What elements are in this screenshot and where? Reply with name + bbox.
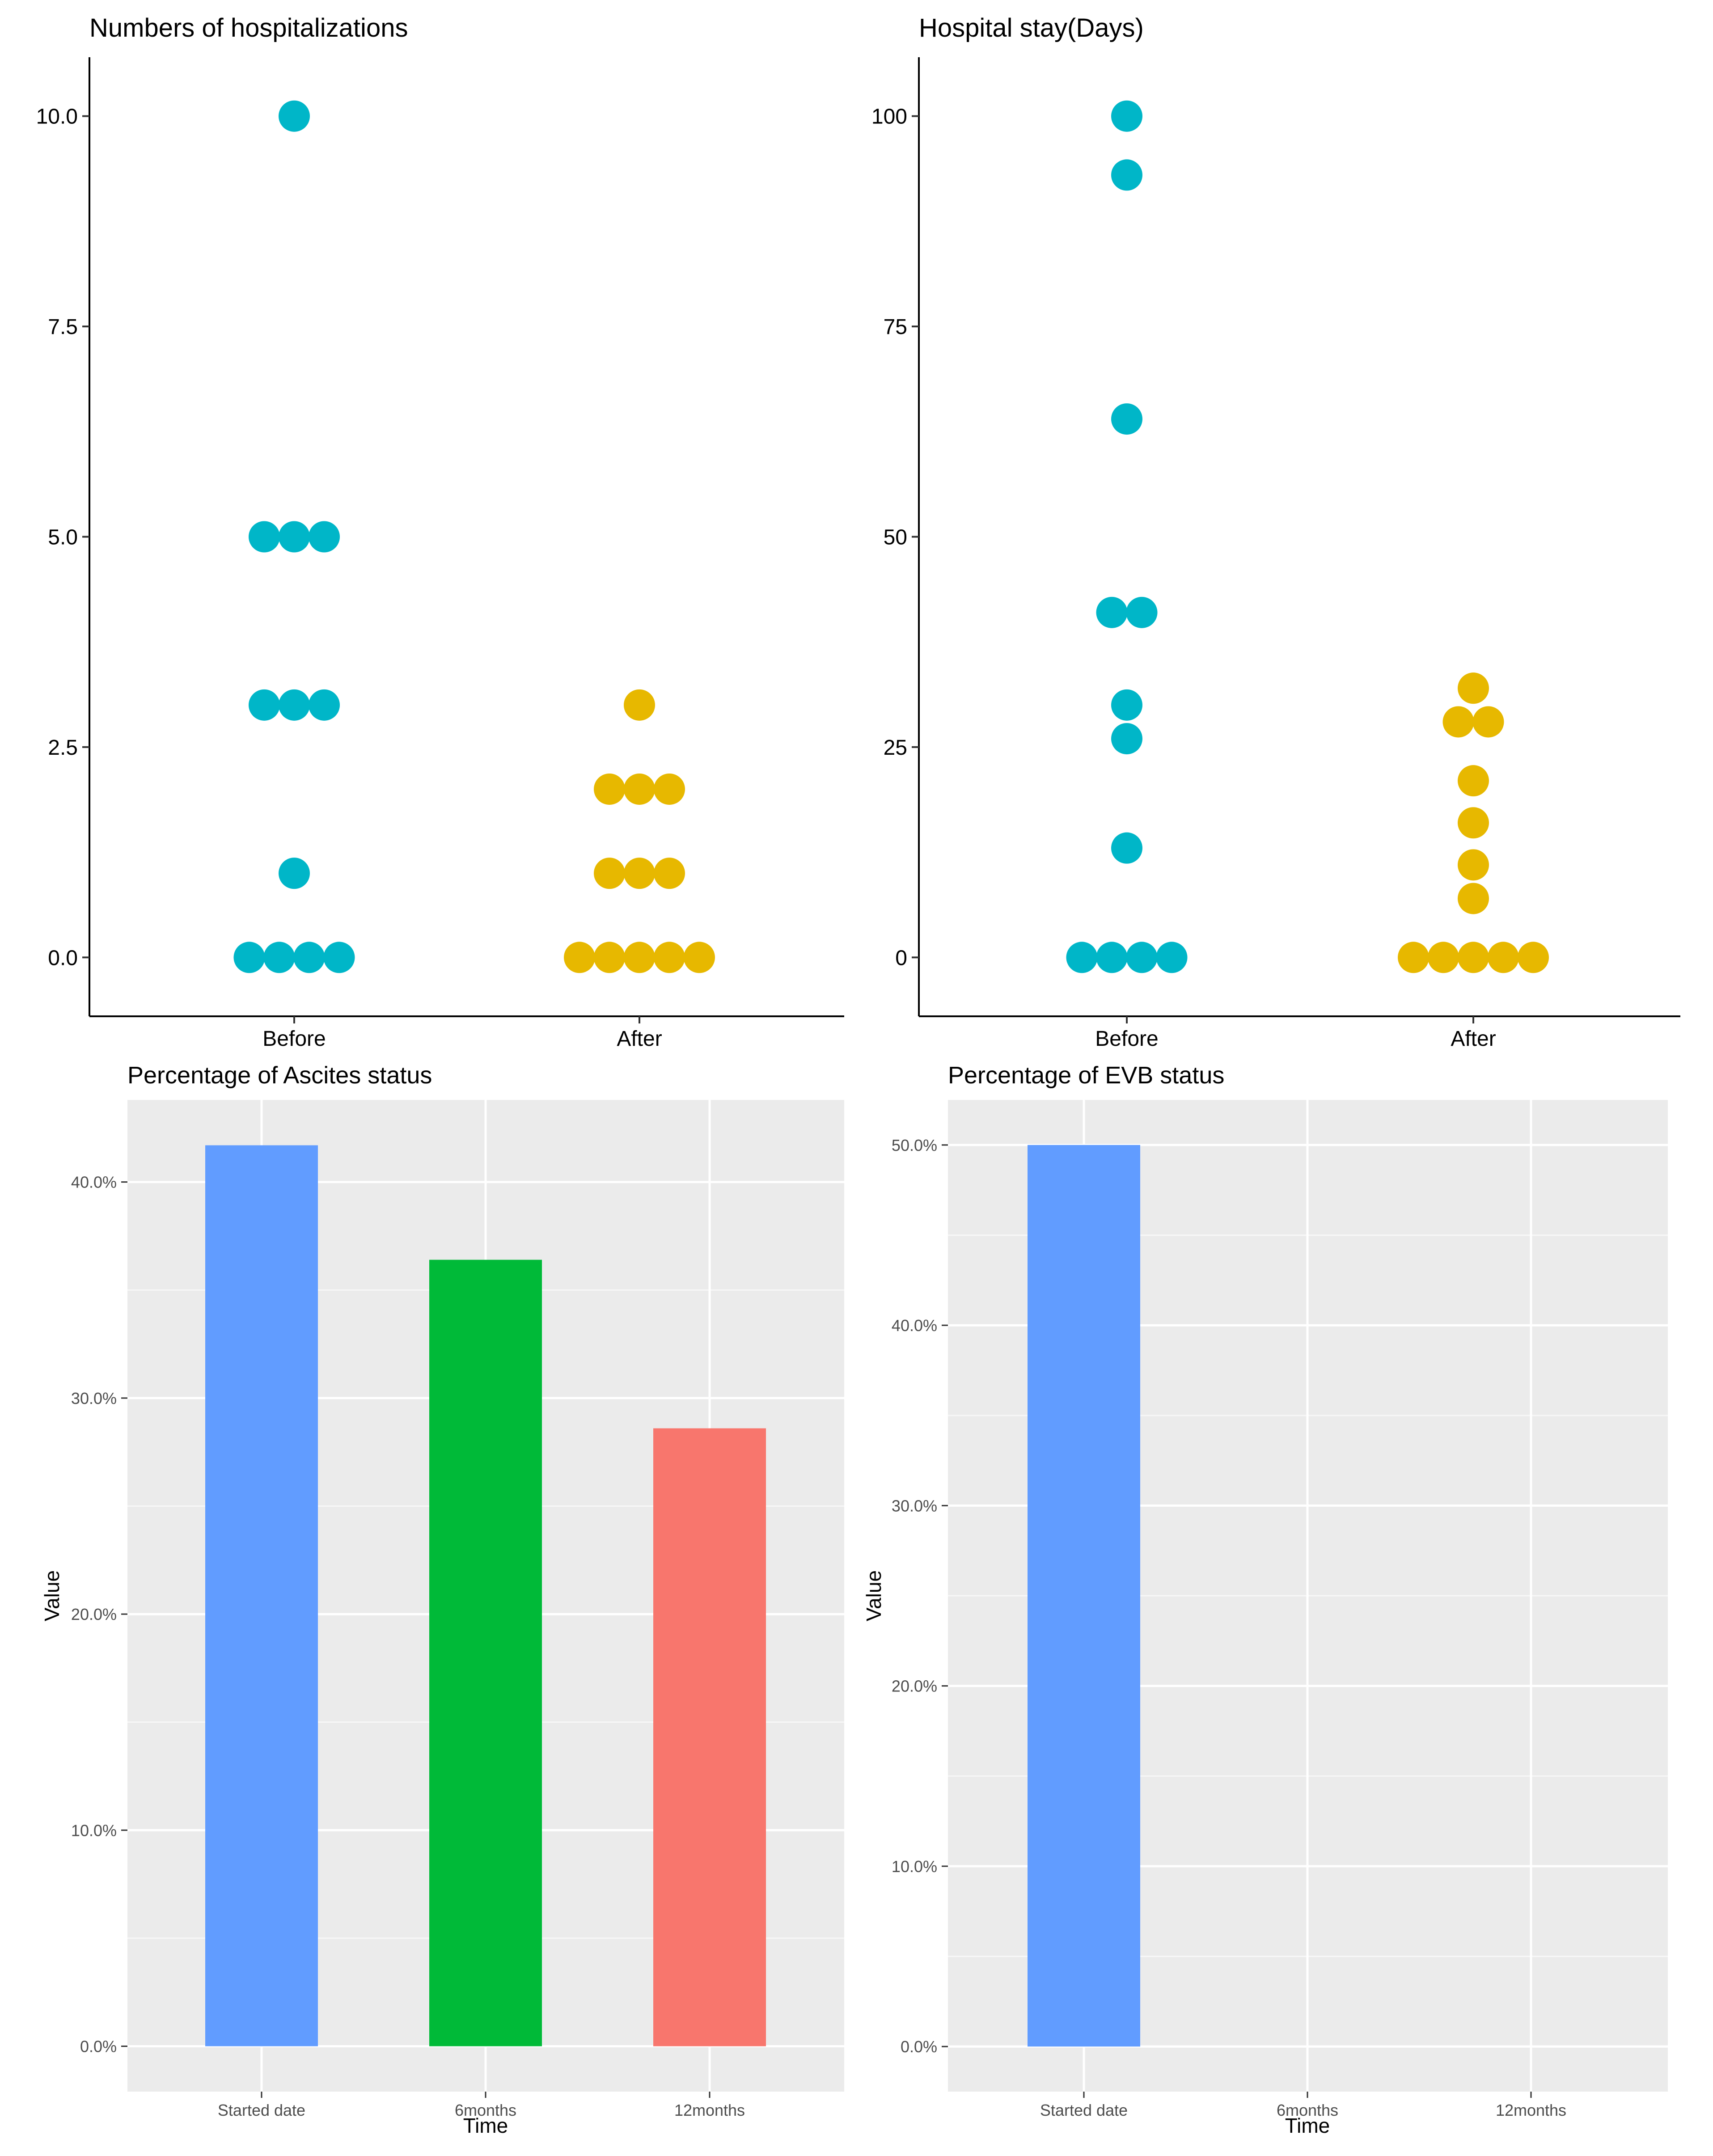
ascites-bar-panel: Percentage of Ascites status 0.0% 10.0% 20… — [40, 1062, 844, 2137]
data-point — [1398, 942, 1429, 973]
data-point — [1111, 723, 1142, 755]
y-tick-label: 75 — [884, 315, 907, 339]
data-point — [249, 689, 280, 721]
y-tick-label: 30.0% — [71, 1389, 117, 1408]
y-tick-label: 0.0 — [48, 946, 78, 970]
x-tick-label: Started date — [218, 2101, 305, 2119]
data-point — [1111, 403, 1142, 435]
y-axis-label: Value — [862, 1570, 885, 1621]
data-point — [279, 521, 310, 553]
y-tick-label: 40.0% — [892, 1316, 937, 1335]
data-point — [279, 689, 310, 721]
x-tick-label: After — [617, 1027, 662, 1051]
y-tick-label: 0.0% — [80, 2038, 117, 2056]
y-tick-label: 7.5 — [48, 315, 78, 339]
y-tick-label: 20.0% — [892, 1677, 937, 1695]
y-tick-label: 30.0% — [892, 1497, 937, 1515]
data-point — [249, 521, 280, 553]
data-point — [1472, 706, 1504, 738]
data-point — [594, 773, 625, 805]
y-tick-label: 20.0% — [71, 1605, 117, 1623]
data-point — [1126, 596, 1158, 628]
data-point — [309, 521, 340, 553]
data-point — [1458, 849, 1489, 881]
data-point — [654, 942, 685, 973]
data-point — [293, 942, 325, 973]
data-point — [1428, 942, 1459, 973]
data-point — [1126, 942, 1158, 973]
y-tick-label: 0 — [895, 946, 907, 970]
data-point — [1458, 672, 1489, 704]
y-tick-label: 5.0 — [48, 526, 78, 550]
x-tick-label: After — [1451, 1027, 1496, 1051]
y-tick-label: 2.5 — [48, 736, 78, 760]
data-point — [684, 942, 715, 973]
y-axis-label: Value — [40, 1570, 63, 1621]
data-point — [624, 773, 655, 805]
y-tick-label: 100 — [871, 105, 907, 129]
data-point — [1096, 596, 1128, 628]
y-tick-label: 50 — [884, 526, 907, 550]
y-tick-label: 25 — [884, 736, 907, 760]
x-axis-label: Time — [1285, 2114, 1330, 2137]
data-point — [1111, 100, 1142, 132]
x-tick-label: Before — [1095, 1027, 1158, 1051]
chart-title: Percentage of Ascites status — [127, 1062, 432, 1089]
x-axis-label: Time — [463, 2114, 508, 2137]
y-tick-label: 40.0% — [71, 1173, 117, 1192]
data-point — [654, 858, 685, 889]
x-tick-label: 12months — [674, 2101, 745, 2119]
bar — [205, 1145, 318, 2046]
data-point — [1458, 807, 1489, 839]
chart-title: Percentage of EVB status — [948, 1062, 1224, 1089]
chart-title: Numbers of hospitalizations — [89, 13, 408, 42]
data-point — [1442, 706, 1474, 738]
hospital-stay-dotplot-panel: Hospital stay(Days) 0 25 50 75 100 Before Aft… — [871, 13, 1680, 1051]
y-tick-label: 10.0 — [36, 105, 78, 129]
y-tick-label: 10.0% — [892, 1857, 937, 1876]
data-point — [323, 942, 355, 973]
evb-bar-panel: Percentage of EVB status 0.0% 10.0% 20.0% 3… — [862, 1062, 1668, 2137]
bar — [653, 1428, 766, 2046]
data-point — [594, 858, 625, 889]
x-tick-label: 6months — [455, 2101, 516, 2119]
x-tick-label: Started date — [1040, 2101, 1128, 2119]
data-point — [1458, 942, 1489, 973]
data-point — [1066, 942, 1098, 973]
data-point — [1111, 159, 1142, 191]
data-point — [624, 858, 655, 889]
data-point — [233, 942, 265, 973]
chart-title: Hospital stay(Days) — [919, 13, 1144, 42]
data-point — [624, 689, 655, 721]
data-point — [263, 942, 295, 973]
data-point — [594, 942, 625, 973]
data-point — [1096, 942, 1128, 973]
data-point — [1111, 689, 1142, 721]
bar — [1028, 1145, 1140, 2047]
y-tick-label: 0.0% — [901, 2038, 937, 2056]
data-point — [1458, 883, 1489, 914]
data-point — [654, 773, 685, 805]
y-tick-label: 50.0% — [892, 1136, 937, 1154]
data-point — [279, 100, 310, 132]
x-tick-label: 6months — [1277, 2101, 1338, 2119]
hospitalizations-dotplot-panel: Numbers of hospitalizations 0.0 2.5 5.0 7.5… — [36, 13, 844, 1051]
data-point — [279, 858, 310, 889]
data-point — [309, 689, 340, 721]
x-tick-label: Before — [262, 1027, 326, 1051]
data-point — [1518, 942, 1549, 973]
data-point — [1488, 942, 1519, 973]
data-point — [1458, 765, 1489, 797]
data-point — [624, 942, 655, 973]
x-tick-label: 12months — [1496, 2101, 1566, 2119]
data-point — [1156, 942, 1188, 973]
y-tick-label: 10.0% — [71, 1821, 117, 1839]
data-point — [564, 942, 595, 973]
bar — [429, 1260, 542, 2046]
data-point — [1111, 832, 1142, 864]
